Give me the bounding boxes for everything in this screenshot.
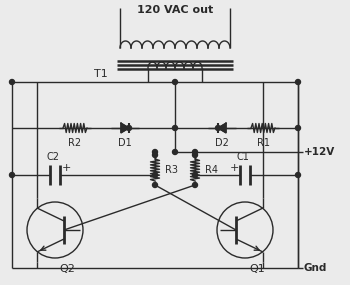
Circle shape <box>9 172 14 178</box>
Text: 120 VAC out: 120 VAC out <box>137 5 213 15</box>
Circle shape <box>193 172 197 178</box>
Text: R4: R4 <box>205 165 218 175</box>
Polygon shape <box>121 123 129 133</box>
Circle shape <box>153 182 158 188</box>
Circle shape <box>173 125 177 131</box>
Circle shape <box>9 80 14 84</box>
Text: +12V: +12V <box>304 147 335 157</box>
Circle shape <box>153 152 158 158</box>
Circle shape <box>193 152 197 158</box>
Text: +: + <box>61 163 71 173</box>
Circle shape <box>173 80 177 84</box>
Circle shape <box>193 182 197 188</box>
Text: T1: T1 <box>94 69 108 79</box>
Text: C1: C1 <box>237 152 250 162</box>
Circle shape <box>295 125 301 131</box>
Text: Q1: Q1 <box>249 264 265 274</box>
Text: R3: R3 <box>165 165 178 175</box>
Circle shape <box>173 150 177 154</box>
Circle shape <box>193 150 197 154</box>
Text: Gnd: Gnd <box>304 263 327 273</box>
Text: R2: R2 <box>69 138 82 148</box>
Text: R1: R1 <box>257 138 270 148</box>
Text: Q2: Q2 <box>59 264 75 274</box>
Polygon shape <box>218 123 226 133</box>
Circle shape <box>153 150 158 154</box>
Circle shape <box>126 125 132 131</box>
Circle shape <box>216 125 220 131</box>
Circle shape <box>153 172 158 178</box>
Text: D1: D1 <box>118 138 132 148</box>
Text: C2: C2 <box>47 152 60 162</box>
Circle shape <box>295 80 301 84</box>
Text: D2: D2 <box>215 138 229 148</box>
Circle shape <box>295 172 301 178</box>
Text: +: + <box>229 163 239 173</box>
